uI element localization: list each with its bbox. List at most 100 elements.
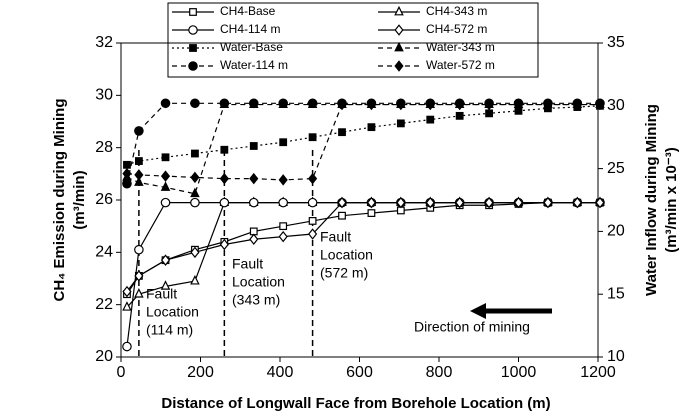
marker [338, 128, 346, 137]
marker [160, 98, 171, 109]
y2-tick-label: 20 [607, 223, 625, 240]
marker [366, 196, 376, 209]
series-line [126, 202, 600, 292]
arrow-label: Direction of mining [414, 319, 530, 335]
y2-axis-label: (m³/min x 10⁻³) [663, 147, 680, 252]
legend-label: Water-114 m [220, 58, 288, 72]
fault-label: Location [320, 247, 373, 263]
marker [338, 211, 346, 220]
marker [396, 196, 406, 209]
x-tick-label: 800 [426, 364, 453, 381]
y2-tick-label: 10 [607, 348, 625, 365]
y2-tick-label: 35 [607, 34, 625, 51]
legend-marker [394, 5, 404, 16]
y2-tick-label: 25 [607, 160, 625, 177]
x-tick-label: 0 [117, 364, 126, 381]
marker [367, 209, 376, 217]
series-line [126, 105, 601, 166]
legend-marker [394, 60, 404, 72]
legend-marker [394, 41, 404, 52]
marker [485, 109, 493, 118]
marker [455, 111, 464, 120]
marker [190, 171, 200, 184]
marker [249, 172, 259, 185]
y2-axis-label: Water Inflow during Mining [643, 104, 660, 296]
marker [425, 98, 435, 111]
series-line [126, 103, 600, 195]
marker [278, 197, 288, 208]
marker [543, 196, 553, 209]
marker [219, 98, 230, 109]
marker [484, 98, 494, 111]
marker [134, 270, 144, 282]
y-tick-label: 24 [95, 244, 113, 261]
marker [426, 115, 435, 124]
x-tick-label: 400 [267, 364, 294, 381]
marker [249, 142, 258, 150]
marker [308, 133, 317, 142]
legend-label: CH4-572 m [426, 22, 487, 36]
marker [122, 178, 132, 189]
y-axis-label: (m³/min) [71, 170, 88, 229]
marker [134, 169, 144, 181]
direction-arrow-head [470, 303, 486, 319]
legend-label: CH4-Base [220, 4, 276, 18]
marker [190, 246, 200, 259]
marker [572, 98, 582, 111]
marker [160, 197, 171, 208]
marker [278, 174, 288, 186]
marker [190, 187, 200, 198]
marker [308, 172, 318, 185]
marker [122, 341, 132, 352]
marker [220, 145, 229, 154]
x-tick-label: 600 [346, 364, 373, 381]
marker [367, 123, 376, 132]
fault-label: (114 m) [146, 322, 193, 338]
series-line [126, 202, 600, 295]
marker [455, 196, 465, 209]
legend-label: Water-343 m [426, 40, 495, 54]
legend-marker [188, 61, 198, 71]
x-axis-label: Distance of Longwall Face from Borehole … [161, 395, 550, 412]
legend-label: CH4-114 m [220, 22, 280, 36]
marker [337, 98, 347, 111]
marker [595, 196, 605, 209]
marker [278, 98, 288, 109]
fault-label: (343 m) [232, 292, 280, 308]
marker [122, 167, 132, 180]
y-tick-label: 32 [95, 34, 113, 51]
marker [134, 176, 144, 186]
marker [278, 230, 288, 243]
legend-marker [189, 8, 197, 16]
marker [219, 238, 229, 251]
fault-label: Fault [320, 229, 351, 245]
marker [160, 280, 171, 290]
marker [484, 196, 494, 209]
fault-label: Location [232, 274, 285, 290]
marker [543, 98, 553, 111]
marker [134, 244, 144, 255]
marker [595, 98, 605, 111]
marker [279, 222, 288, 231]
marker [307, 197, 318, 208]
legend-label: Water-Base [220, 40, 283, 54]
marker [191, 149, 199, 158]
marker [308, 217, 317, 225]
y-tick-label: 26 [95, 191, 113, 208]
marker [279, 138, 288, 147]
y-tick-label: 20 [95, 348, 113, 365]
legend-marker [189, 44, 197, 52]
marker [396, 119, 405, 128]
marker [308, 228, 318, 240]
y-tick-label: 30 [95, 87, 113, 104]
marker [455, 98, 465, 111]
marker [134, 157, 143, 165]
marker [190, 197, 200, 208]
fault-label: Fault [232, 256, 263, 272]
marker [307, 98, 318, 109]
marker [219, 197, 230, 208]
marker [160, 170, 171, 182]
legend-box [167, 2, 539, 78]
marker [122, 285, 132, 298]
marker [513, 98, 524, 111]
